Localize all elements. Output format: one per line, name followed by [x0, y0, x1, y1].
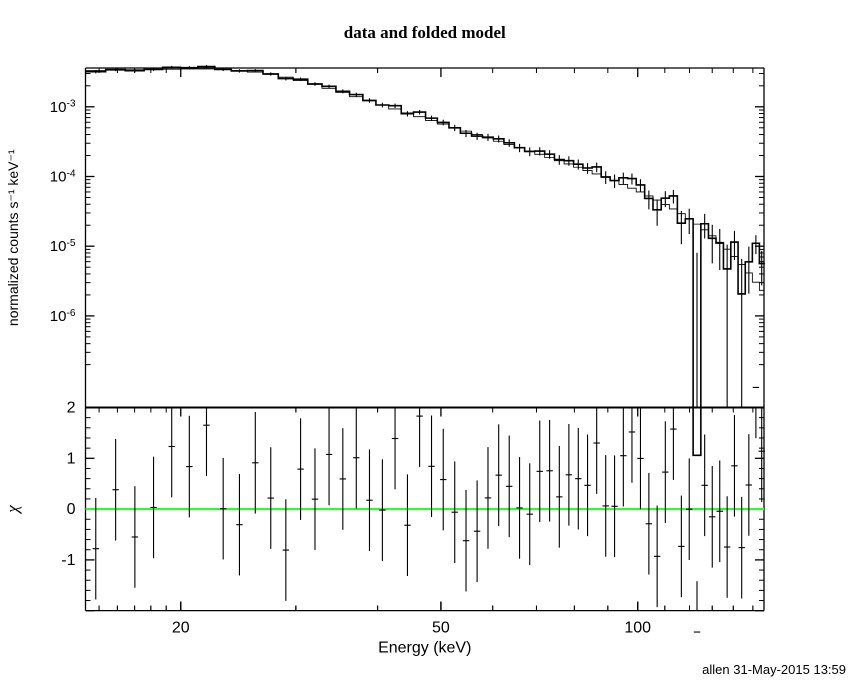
- svg-text:-1: -1: [61, 552, 75, 569]
- svg-text:20: 20: [172, 620, 190, 637]
- svg-text:10-5: 10-5: [50, 238, 76, 255]
- svg-text:10-6: 10-6: [50, 308, 76, 325]
- svg-text:data and folded model: data and folded model: [344, 23, 506, 42]
- svg-text:allen 31-May-2015 13:59: allen 31-May-2015 13:59: [702, 662, 846, 677]
- svg-text:10-3: 10-3: [50, 99, 76, 116]
- svg-text:normalized counts s⁻¹ keV⁻¹: normalized counts s⁻¹ keV⁻¹: [5, 149, 21, 326]
- svg-text:10-4: 10-4: [50, 168, 76, 185]
- svg-text:50: 50: [432, 620, 450, 637]
- svg-text:100: 100: [624, 620, 651, 637]
- svg-text:1: 1: [67, 450, 76, 467]
- svg-text:Energy (keV): Energy (keV): [378, 640, 471, 657]
- svg-text:χ: χ: [3, 505, 22, 515]
- svg-text:0: 0: [67, 501, 76, 518]
- svg-text:2: 2: [67, 400, 76, 417]
